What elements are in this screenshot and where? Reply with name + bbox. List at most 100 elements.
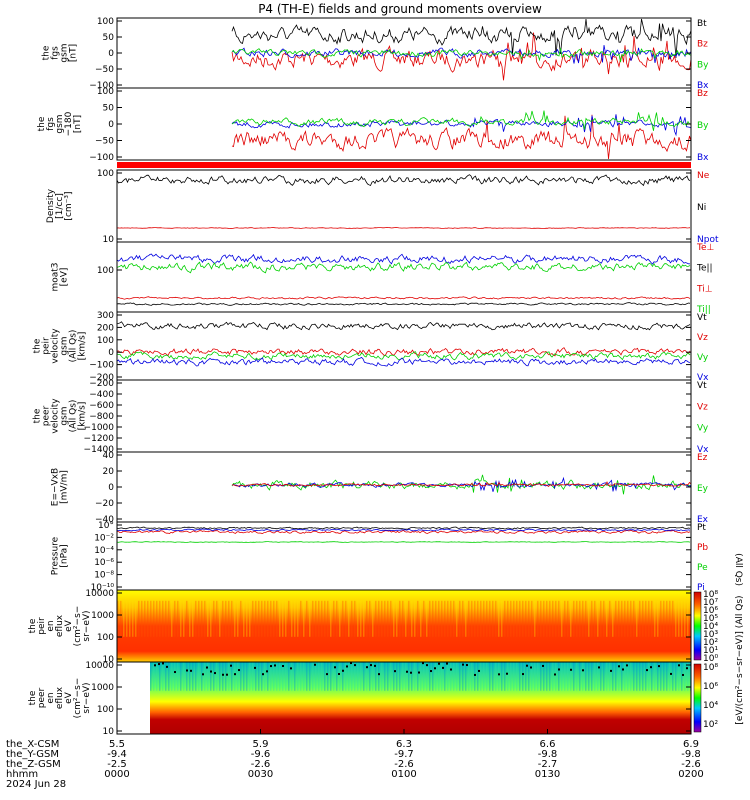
spectrogram-stripe bbox=[327, 662, 329, 691]
legend-te: Te|| bbox=[696, 264, 713, 274]
spectrogram-stripe bbox=[666, 600, 668, 637]
spectrogram-stripe bbox=[513, 662, 515, 691]
legend-vz: Vz bbox=[697, 333, 708, 343]
spectrogram-speck bbox=[342, 669, 344, 672]
spectrogram-stripe bbox=[240, 662, 242, 691]
spectrogram-stripe bbox=[459, 600, 461, 637]
spectrogram-stripe bbox=[117, 600, 119, 637]
spectrogram-stripe bbox=[318, 600, 320, 637]
spectrogram-stripe bbox=[675, 662, 677, 691]
panel-frame bbox=[116, 17, 692, 89]
spectrogram-stripe bbox=[510, 600, 512, 637]
spectrogram-stripe bbox=[357, 662, 359, 691]
panel-frame bbox=[116, 169, 692, 243]
legend-pi: Pi bbox=[697, 583, 705, 593]
spectrogram-stripe bbox=[288, 662, 290, 691]
ytick-label: 200 bbox=[97, 323, 114, 333]
spectrogram-stripe bbox=[459, 662, 461, 691]
spectrogram-stripe bbox=[267, 662, 269, 691]
spectrogram-stripe bbox=[249, 600, 251, 637]
spectrogram-stripe bbox=[246, 662, 248, 691]
spectrogram-stripe bbox=[606, 662, 608, 691]
ylabel-line: fgs bbox=[51, 46, 61, 60]
spectrogram-stripe bbox=[663, 662, 665, 691]
spectrogram-stripe bbox=[378, 600, 380, 637]
spectrogram-stripe bbox=[294, 662, 296, 691]
spectrogram-stripe bbox=[621, 600, 623, 637]
xtick-label: -2.6 bbox=[681, 759, 701, 770]
spectrogram-speck bbox=[394, 670, 396, 673]
legend-bx: Bx bbox=[697, 153, 709, 163]
side-label: (All Qs) bbox=[733, 553, 743, 586]
ytick-label: 40 bbox=[103, 451, 115, 461]
spectrogram-speck bbox=[618, 665, 620, 668]
ytick-label: −400 bbox=[89, 390, 114, 400]
trace-bz bbox=[231, 114, 692, 160]
legend-ne: Ne bbox=[697, 171, 710, 181]
panel-6: −200−400−600−800−1000−1200−1400 the peer ve… bbox=[33, 379, 710, 455]
spectrogram-stripe bbox=[270, 662, 272, 691]
spectrogram-stripe bbox=[588, 662, 590, 691]
spectrogram-stripe bbox=[600, 662, 602, 691]
spectrogram-stripe bbox=[279, 662, 281, 691]
spectrogram-stripe bbox=[360, 662, 362, 691]
ytick-label: −1400 bbox=[84, 445, 115, 455]
trace-bz bbox=[231, 32, 692, 81]
spectrogram-stripe bbox=[345, 600, 347, 637]
ylabel-line: (All Qs) bbox=[69, 400, 79, 433]
spectrogram-stripe bbox=[327, 600, 329, 637]
spectrogram-stripe bbox=[204, 662, 206, 691]
spectrogram-stripe bbox=[390, 662, 392, 691]
trace-ne bbox=[116, 227, 691, 230]
ytick-label: 10 bbox=[103, 655, 115, 665]
spectrogram-stripe bbox=[549, 662, 551, 691]
ylabel-line: eflux bbox=[55, 686, 65, 709]
spectrogram-stripe bbox=[501, 662, 503, 691]
spectrogram-stripe bbox=[363, 662, 365, 691]
spectrogram-stripe bbox=[585, 600, 587, 637]
spectrogram-stripe bbox=[432, 600, 434, 637]
spectrogram-stripe bbox=[324, 662, 326, 691]
spectrogram-stripe bbox=[687, 600, 689, 637]
trace-pi bbox=[116, 528, 691, 532]
spectrogram-stripe bbox=[231, 662, 233, 691]
ylabel-line: (cm²−s− bbox=[73, 606, 83, 647]
spectrogram-stripe bbox=[687, 662, 689, 691]
ylabel-line: Density bbox=[46, 188, 56, 223]
spectrogram-stripe bbox=[339, 662, 341, 691]
spectrogram-speck bbox=[202, 673, 204, 676]
trace-pe bbox=[116, 541, 691, 543]
xtick-label: -9.8 bbox=[681, 749, 701, 760]
legend-vz: Vz bbox=[697, 402, 708, 412]
xtick-label: -9.4 bbox=[107, 749, 127, 760]
spectrogram-speck bbox=[282, 665, 284, 668]
spectrogram-stripe bbox=[579, 600, 581, 637]
spectrogram-stripe bbox=[252, 600, 254, 637]
spectrogram-stripe bbox=[360, 600, 362, 637]
spectrogram-stripe bbox=[672, 600, 674, 637]
spectrogram-stripe bbox=[564, 662, 566, 691]
ytick-label: 1000 bbox=[91, 611, 114, 621]
ylabel-line: (cm²−s− bbox=[73, 678, 83, 719]
ylabel-line: [nT] bbox=[69, 44, 79, 62]
ytick-label: 1000 bbox=[91, 683, 114, 693]
ytick-label: 0 bbox=[108, 49, 114, 59]
spectrogram-speck bbox=[162, 662, 164, 665]
spectrogram-stripe bbox=[234, 600, 236, 637]
ytick-label: 10 bbox=[103, 727, 115, 737]
ylabel-line: eV bbox=[64, 691, 74, 704]
spectrogram-stripe bbox=[582, 662, 584, 691]
spectrogram-stripe bbox=[243, 600, 245, 637]
spectrogram-speck bbox=[542, 664, 544, 667]
spectrogram-speck bbox=[650, 666, 652, 669]
spectrogram-stripe bbox=[156, 662, 158, 691]
spectrogram-stripe bbox=[654, 600, 656, 637]
spectrogram-stripe bbox=[306, 600, 308, 637]
legend-ti: Ti⊥ bbox=[696, 284, 713, 294]
spectrogram-stripe bbox=[222, 600, 224, 637]
xtick-label: 0030 bbox=[248, 769, 273, 780]
ytick-label: 10⁻⁶ bbox=[94, 558, 114, 568]
spectrogram-stripe bbox=[651, 600, 653, 637]
spectrogram-stripe bbox=[438, 600, 440, 637]
